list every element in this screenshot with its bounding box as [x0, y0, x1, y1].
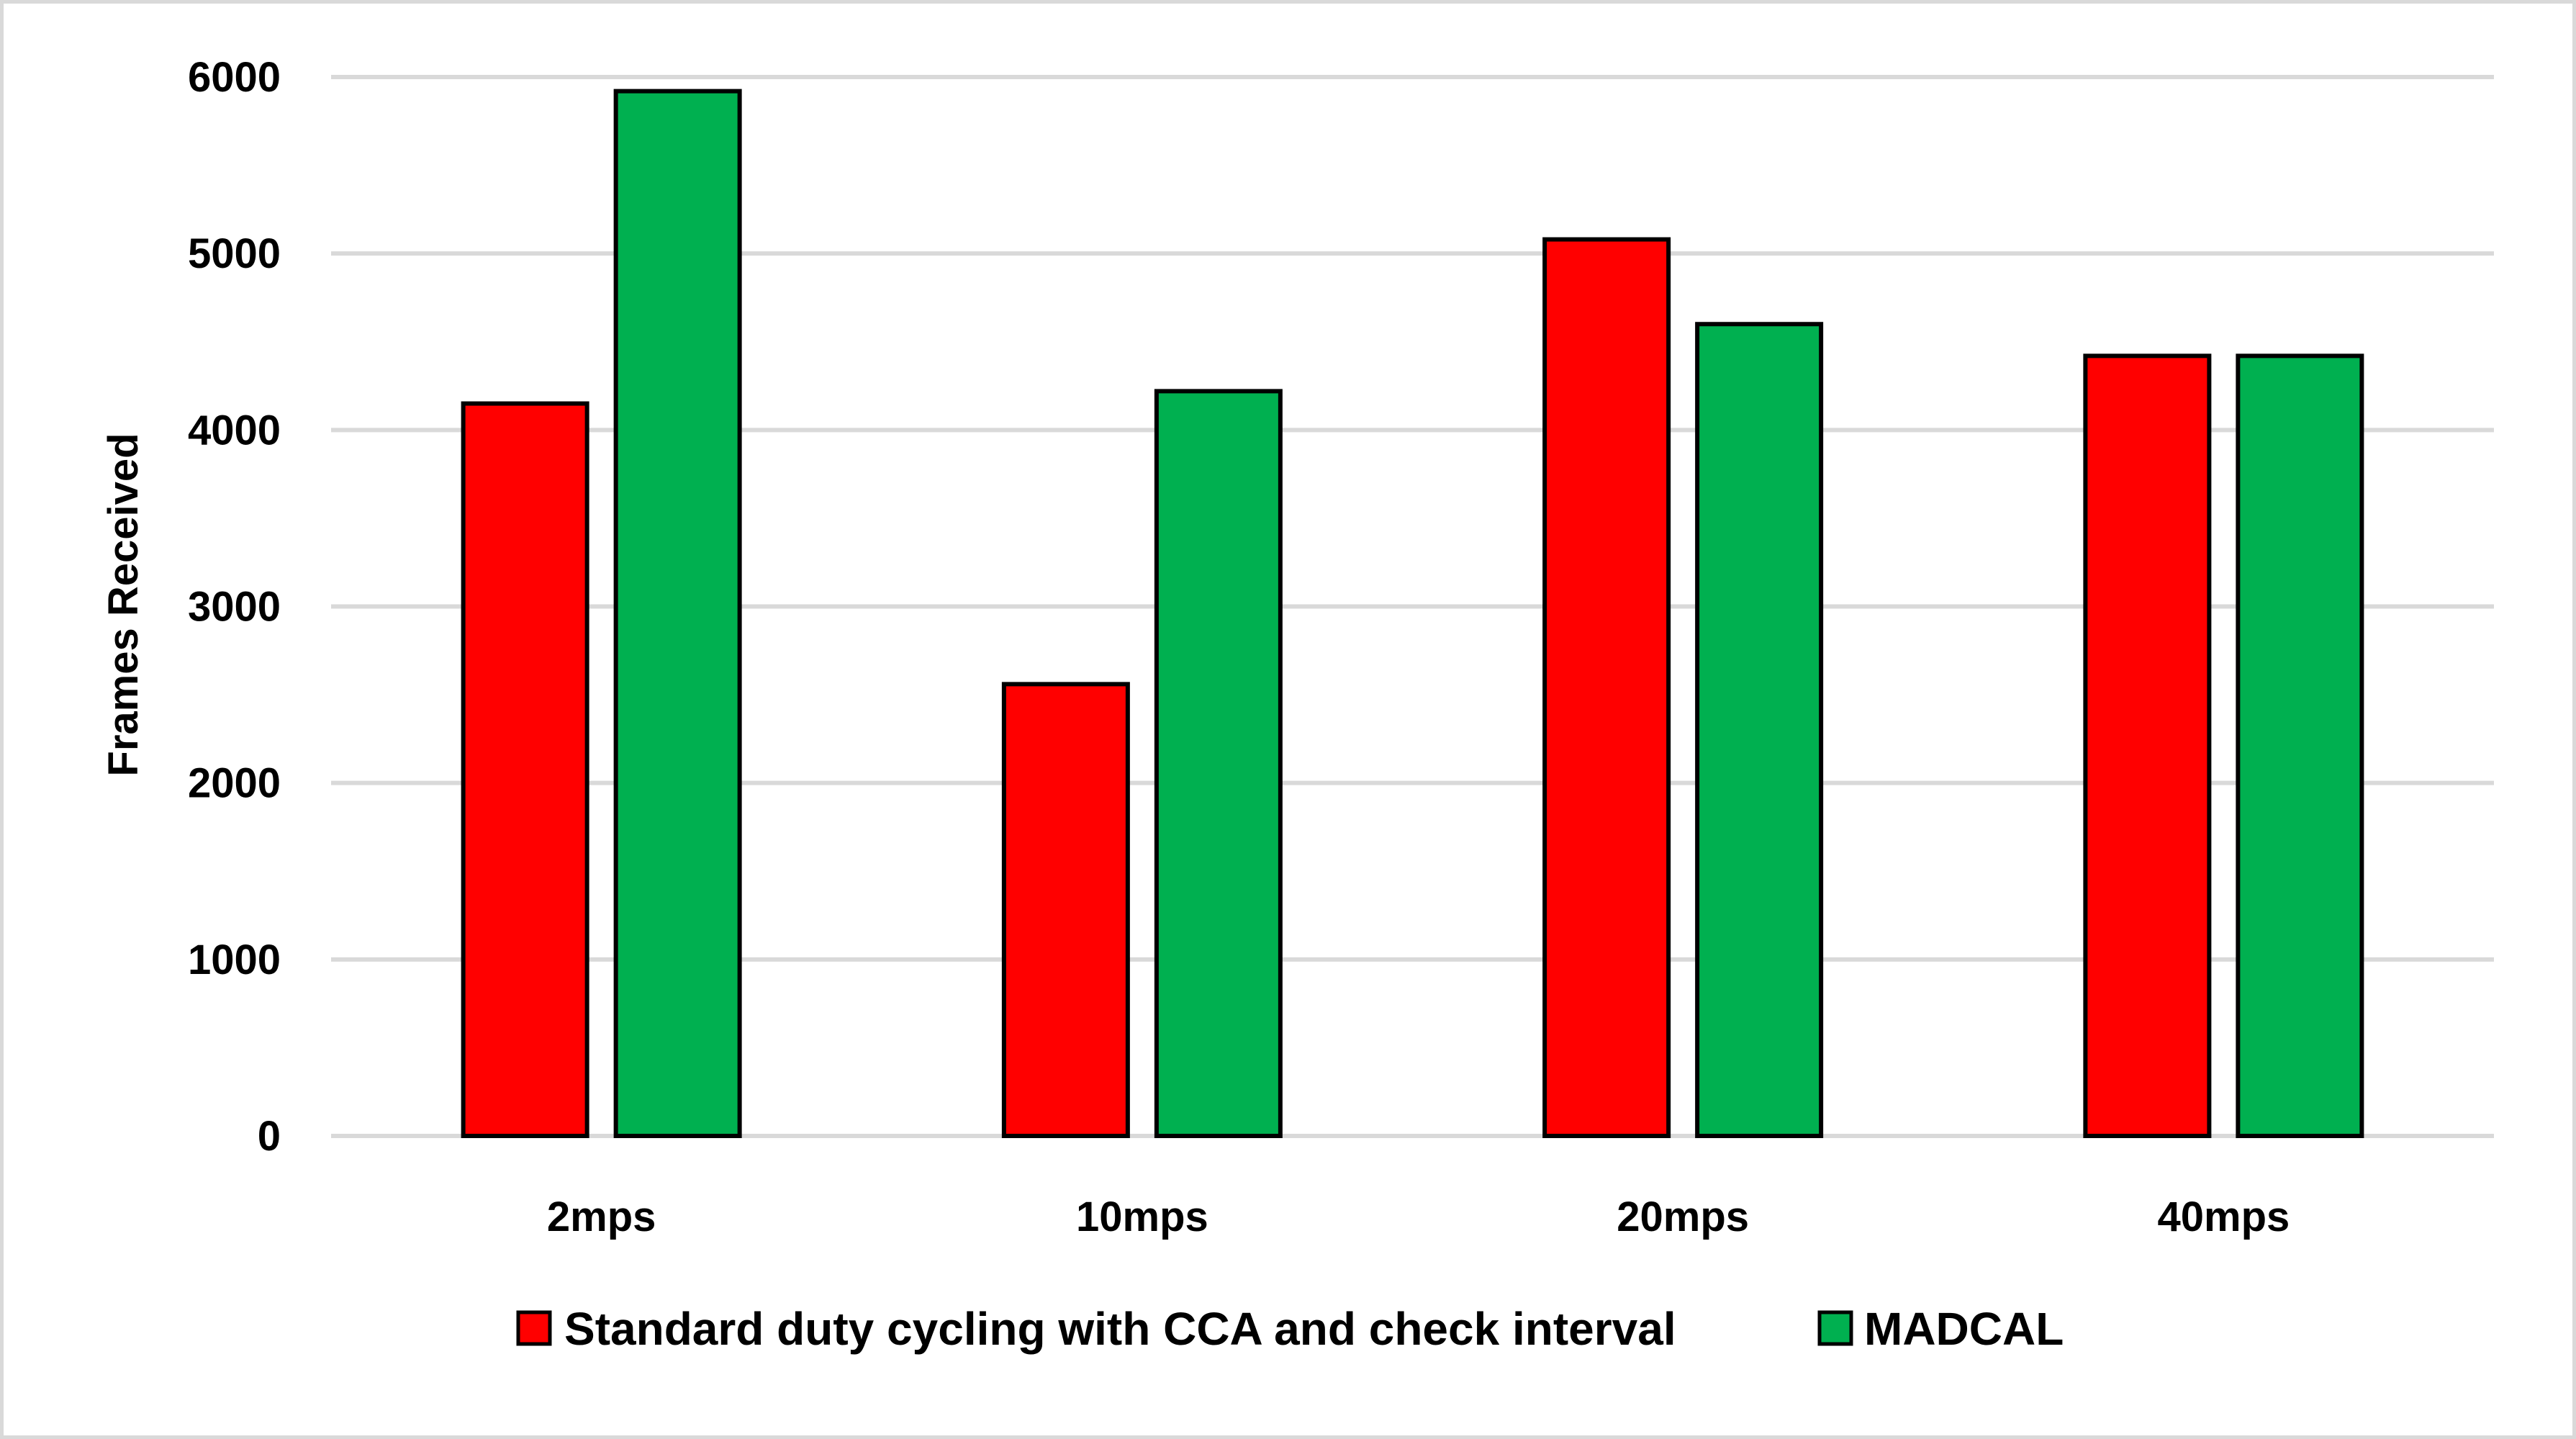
- bar-40mps-madcal: [2236, 353, 2364, 1139]
- y-tick-label: 3000: [188, 584, 281, 631]
- y-tick-label: 4000: [188, 407, 281, 454]
- y-tick-label: 0: [258, 1113, 281, 1160]
- legend-swatch-madcal: [1817, 1310, 1853, 1346]
- x-axis-ticks: 2mps 10mps 20mps 40mps: [547, 1194, 2290, 1240]
- y-tick-label: 6000: [188, 54, 281, 101]
- legend-label-madcal: MADCAL: [1864, 1303, 2064, 1355]
- bar-2mps-standard: [461, 401, 589, 1138]
- legend-swatch-standard: [516, 1310, 552, 1346]
- legend: Standard duty cycling with CCA and check…: [516, 1303, 2064, 1355]
- y-tick-label: 1000: [188, 937, 281, 983]
- x-tick-label: 20mps: [1617, 1194, 1749, 1240]
- y-axis-title: Frames Received: [100, 433, 147, 776]
- x-tick-label: 10mps: [1076, 1194, 1208, 1240]
- bar-20mps-standard: [1542, 237, 1671, 1138]
- legend-label-standard: Standard duty cycling with CCA and check…: [564, 1303, 1676, 1355]
- bar-2mps-madcal: [613, 89, 742, 1139]
- y-axis-ticks: 0 1000 2000 3000 4000 5000 6000: [188, 54, 281, 1160]
- bar-20mps-madcal: [1695, 322, 1824, 1139]
- y-tick-label: 5000: [188, 230, 281, 277]
- bars: [461, 89, 2364, 1139]
- bar-10mps-madcal: [1154, 389, 1283, 1139]
- y-tick-label: 2000: [188, 760, 281, 807]
- bar-10mps-standard: [1001, 682, 1130, 1138]
- bar-40mps-standard: [2083, 353, 2212, 1139]
- x-tick-label: 2mps: [547, 1194, 656, 1240]
- x-tick-label: 40mps: [2157, 1194, 2290, 1240]
